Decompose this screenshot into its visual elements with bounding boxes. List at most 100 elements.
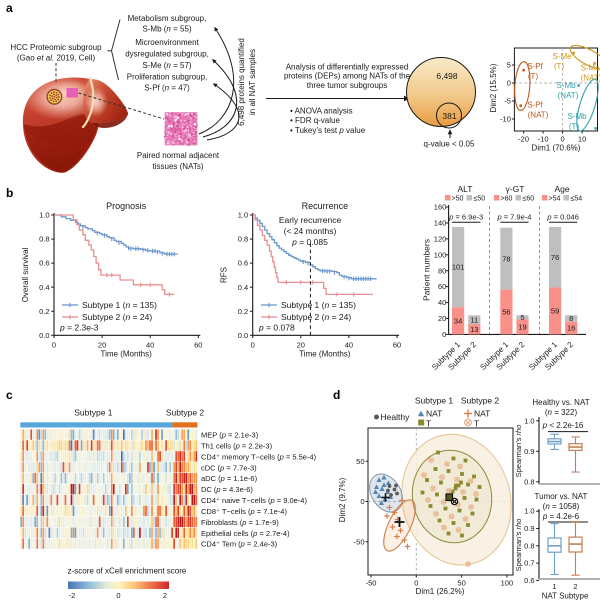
svg-text:-50: -50	[354, 537, 365, 546]
svg-text:0: 0	[360, 497, 364, 506]
svg-text:11: 11	[470, 315, 478, 324]
svg-text:0.0: 0.0	[238, 331, 248, 340]
svg-text:Subtype 2 (n = 24): Subtype 2 (n = 24)	[281, 312, 351, 322]
svg-text:(T): (T)	[569, 122, 580, 131]
svg-text:Healthy: Healthy	[381, 412, 411, 422]
svg-text:80: 80	[438, 266, 446, 275]
svg-text:76: 76	[551, 253, 559, 262]
svg-text:Healthy vs. NAT: Healthy vs. NAT	[532, 398, 589, 407]
svg-text:20: 20	[438, 314, 446, 323]
svg-text:ALT: ALT	[458, 184, 473, 194]
svg-text:1.0: 1.0	[524, 416, 534, 425]
svg-text:13: 13	[470, 325, 478, 334]
svg-text:Dim2 (9.7%): Dim2 (9.7%)	[338, 477, 347, 522]
svg-text:6,498: 6,498	[436, 71, 458, 81]
svg-text:CD4⁺ Tem (p = 2.4e-3): CD4⁺ Tem (p = 2.4e-3)	[201, 540, 278, 549]
svg-text:50: 50	[356, 457, 364, 466]
svg-text:140: 140	[434, 219, 447, 228]
svg-text:NAT Subtype: NAT Subtype	[542, 592, 589, 600]
svg-text:0.7: 0.7	[524, 559, 534, 568]
svg-text:101: 101	[452, 263, 465, 272]
svg-text:-5: -5	[504, 97, 511, 106]
svg-text:RFS: RFS	[220, 267, 229, 283]
svg-text:dysregulated subgroup,: dysregulated subgroup,	[125, 50, 209, 59]
svg-text:p = 6.9e-3: p = 6.9e-3	[448, 213, 483, 222]
svg-text:50: 50	[457, 579, 465, 588]
svg-text:Subtype 2: Subtype 2	[461, 396, 500, 406]
svg-text:DC (p = 4.3e-6): DC (p = 4.3e-6)	[201, 485, 253, 494]
svg-text:>60: >60	[501, 196, 513, 203]
svg-text:40: 40	[146, 340, 154, 349]
svg-text:160: 160	[434, 203, 447, 212]
svg-text:-20: -20	[518, 135, 529, 144]
svg-text:Prognosis: Prognosis	[106, 201, 147, 211]
svg-text:≤50: ≤50	[474, 196, 486, 203]
svg-text:Subtype 2 (n = 24): Subtype 2 (n = 24)	[82, 312, 152, 322]
svg-text:Subtype 1 (n = 135): Subtype 1 (n = 135)	[281, 300, 356, 310]
svg-text:CD4⁺ memory T−cells (p = 5.5e-: CD4⁺ memory T−cells (p = 5.5e-4)	[201, 452, 317, 461]
svg-text:Dim2 (15.5%): Dim2 (15.5%)	[489, 63, 498, 112]
svg-text:Overall survival: Overall survival	[21, 247, 30, 302]
svg-text:aDC (p = 1.1e-6): aDC (p = 1.1e-6)	[201, 474, 258, 483]
svg-text:0: 0	[561, 135, 565, 144]
svg-text:S-Mb: S-Mb	[567, 112, 587, 121]
svg-text:MEP (p = 2.1e-3): MEP (p = 2.1e-3)	[201, 431, 259, 440]
svg-text:78: 78	[502, 254, 510, 263]
svg-text:381: 381	[442, 111, 456, 121]
svg-text:S-Me (n = 57): S-Me (n = 57)	[142, 61, 191, 70]
svg-text:≤54: ≤54	[571, 196, 583, 203]
svg-text:p < 2.2e-16: p < 2.2e-16	[542, 421, 584, 430]
svg-text:0.8: 0.8	[39, 235, 49, 244]
svg-text:S-Pf: S-Pf	[527, 62, 543, 71]
svg-text:0.2: 0.2	[39, 307, 49, 316]
svg-text:a: a	[6, 1, 13, 15]
svg-text:40: 40	[438, 298, 446, 307]
svg-text:0.6: 0.6	[238, 259, 248, 268]
svg-text:Epithelial cells (p = 2.7e-4): Epithelial cells (p = 2.7e-4)	[201, 529, 290, 538]
svg-text:0.4: 0.4	[238, 283, 248, 292]
svg-text:(< 24 months): (< 24 months)	[284, 226, 337, 236]
svg-text:c: c	[6, 388, 13, 402]
svg-text:z-score of xCell enrichment sc: z-score of xCell enrichment score	[68, 567, 187, 576]
svg-text:8: 8	[569, 314, 573, 323]
svg-text:(NAT): (NAT)	[528, 111, 549, 120]
svg-text:in all NAT samples: in all NAT samples	[248, 49, 257, 115]
svg-text:T: T	[474, 419, 479, 429]
svg-text:(Gao et al. 2019, Cell): (Gao et al. 2019, Cell)	[17, 54, 96, 63]
svg-text:(T): (T)	[554, 62, 565, 71]
svg-text:0.4: 0.4	[39, 283, 49, 292]
svg-text:1.0: 1.0	[238, 211, 248, 220]
svg-text:0.8: 0.8	[524, 541, 534, 550]
svg-text:100: 100	[434, 250, 447, 259]
svg-text:p = 0.085: p = 0.085	[291, 237, 328, 247]
svg-text:2: 2	[163, 591, 167, 600]
svg-text:Patient numbers: Patient numbers	[422, 239, 432, 301]
svg-text:three tumor subgroups: three tumor subgroups	[307, 81, 388, 90]
svg-text:(n = 322): (n = 322)	[545, 408, 578, 417]
svg-text:0: 0	[442, 330, 446, 339]
svg-text:0.9: 0.9	[524, 447, 534, 456]
svg-text:0.8: 0.8	[238, 235, 248, 244]
svg-text:CD4⁺ naive T−cells (p = 9.0e-4: CD4⁺ naive T−cells (p = 9.0e-4)	[201, 496, 307, 505]
svg-text:10: 10	[578, 135, 586, 144]
svg-text:60: 60	[194, 340, 202, 349]
svg-text:tissues (NATs): tissues (NATs)	[153, 162, 204, 171]
svg-text:Th1 cells (p = 2.2e-3): Th1 cells (p = 2.2e-3)	[201, 442, 273, 451]
svg-text:• ANOVA analysis: • ANOVA analysis	[290, 107, 353, 116]
svg-text:Time (Months): Time (Months)	[299, 350, 351, 359]
svg-text:S-Pf (n = 47): S-Pf (n = 47)	[144, 84, 190, 93]
svg-text:0.8: 0.8	[524, 477, 534, 486]
svg-text:1: 1	[552, 582, 556, 591]
svg-text:Spearman’s rho: Spearman’s rho	[514, 425, 523, 478]
svg-text:0: 0	[251, 340, 255, 349]
svg-text:S-Me: S-Me	[580, 64, 600, 73]
svg-text:19: 19	[518, 322, 526, 331]
svg-text:0: 0	[52, 340, 56, 349]
svg-text:Paired normal adjacent: Paired normal adjacent	[137, 151, 220, 160]
svg-text:34: 34	[454, 316, 462, 325]
svg-text:(T): (T)	[528, 72, 539, 81]
svg-text:(n = 1058): (n = 1058)	[543, 502, 580, 511]
svg-text:-50: -50	[366, 579, 377, 588]
svg-text:S-Me: S-Me	[552, 52, 572, 61]
svg-text:Spearman’s rho: Spearman’s rho	[514, 519, 523, 572]
